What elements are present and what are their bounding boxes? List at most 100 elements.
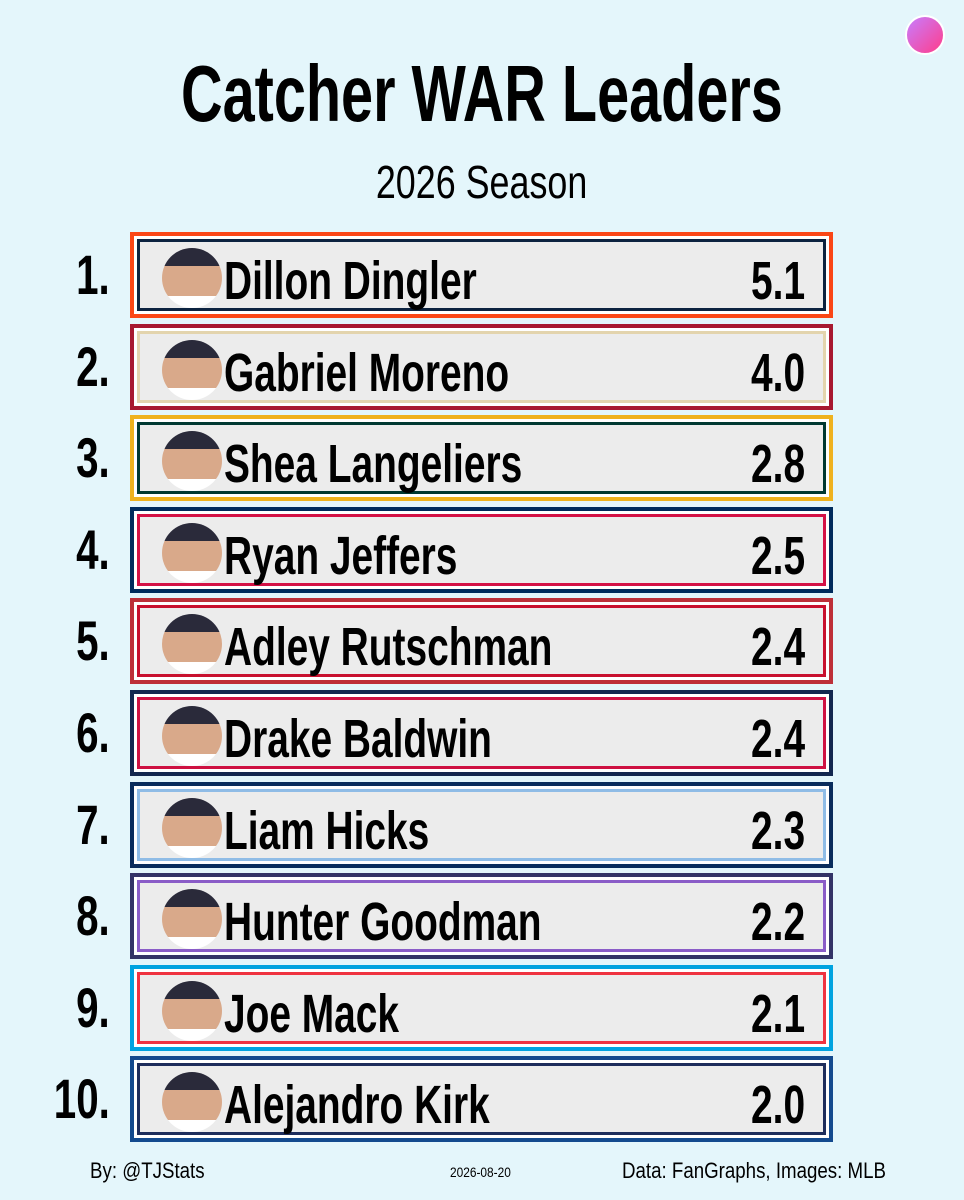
war-value-text: 2.1 [750, 983, 805, 1044]
war-value-text: 2.4 [750, 617, 805, 678]
row-inner: Hunter Goodman 2.2 [137, 880, 826, 953]
player-row: Shea Langeliers 2.8 [130, 415, 833, 502]
player-name-text: Adley Rutschman [224, 617, 553, 678]
rank: 2. [0, 334, 110, 399]
player-name-text: Gabriel Moreno [224, 342, 510, 403]
headshot [162, 431, 222, 492]
rank-text: 7. [76, 792, 110, 856]
headshot [162, 889, 222, 950]
player-name-text: Shea Langeliers [224, 434, 523, 495]
player-name: Shea Langeliers [224, 433, 638, 495]
war-value: 2.3 [730, 800, 805, 862]
headshot [162, 706, 222, 766]
date-text: 2026-08-20 [450, 1164, 511, 1180]
war-value: 2.4 [730, 708, 805, 770]
player-row: Drake Baldwin 2.4 [130, 690, 833, 776]
player-row: Adley Rutschman 2.4 [130, 598, 833, 685]
player-name: Alejandro Kirk [224, 1074, 593, 1136]
rank: 4. [0, 517, 110, 582]
rank-text: 1. [76, 243, 110, 306]
war-value: 5.1 [730, 250, 805, 312]
rank-text: 6. [76, 701, 110, 764]
row-inner: Ryan Jeffers 2.5 [137, 513, 826, 587]
war-value: 2.4 [730, 616, 805, 678]
player-name: Ryan Jeffers [224, 525, 548, 587]
rank-text: 9. [76, 975, 110, 1039]
row-inner: Liam Hicks 2.3 [137, 788, 826, 862]
brand-logo [905, 15, 945, 55]
rank-text: 4. [76, 517, 110, 581]
player-row: Dillon Dingler 5.1 [130, 232, 833, 318]
row-inner: Shea Langeliers 2.8 [137, 422, 826, 495]
row-inner: Joe Mack 2.1 [137, 971, 826, 1045]
player-name-text: Liam Hicks [224, 800, 430, 861]
headshot [162, 1072, 222, 1133]
subtitle-text: 2026 Season [376, 156, 588, 208]
war-value-text: 2.8 [750, 434, 805, 495]
player-row: Liam Hicks 2.3 [130, 781, 833, 868]
player-name-text: Drake Baldwin [224, 709, 492, 769]
rank: 3. [0, 425, 110, 490]
rank: 10. [0, 1066, 110, 1131]
player-name: Adley Rutschman [224, 616, 680, 678]
player-name: Joe Mack [224, 983, 467, 1045]
war-value-text: 2.3 [750, 800, 805, 861]
rank-text: 5. [76, 609, 110, 673]
player-name: Gabriel Moreno [224, 342, 620, 404]
rank-text: 8. [76, 884, 110, 948]
row-inner: Drake Baldwin 2.4 [137, 697, 826, 769]
player-row: Ryan Jeffers 2.5 [130, 506, 833, 593]
headshot [162, 339, 222, 400]
credit: By: @TJStats [90, 1158, 225, 1184]
war-value-text: 4.0 [750, 342, 805, 403]
player-name: Drake Baldwin [224, 708, 596, 770]
rank: 5. [0, 608, 110, 673]
rank: 8. [0, 883, 110, 948]
rank-text: 2. [76, 334, 110, 398]
row-inner: Adley Rutschman 2.4 [137, 605, 826, 678]
source: Data: FanGraphs, Images: MLB [622, 1158, 933, 1184]
rank: 7. [0, 792, 110, 857]
war-value-text: 2.4 [750, 709, 805, 769]
headshot [162, 980, 222, 1041]
rank-text: 3. [76, 426, 110, 490]
war-value: 2.8 [730, 433, 805, 495]
player-row: Hunter Goodman 2.2 [130, 873, 833, 960]
player-name: Hunter Goodman [224, 891, 665, 953]
player-name-text: Alejandro Kirk [224, 1075, 490, 1136]
player-name-text: Dillon Dingler [224, 251, 477, 311]
player-row: Alejandro Kirk 2.0 [130, 1056, 833, 1143]
row-inner: Alejandro Kirk 2.0 [137, 1063, 826, 1136]
war-value: 2.2 [730, 891, 805, 953]
rank: 6. [0, 700, 110, 765]
war-value-text: 2.5 [750, 525, 805, 586]
player-row: Gabriel Moreno 4.0 [130, 323, 833, 410]
headshot [162, 522, 222, 583]
rank-text: 10. [53, 1067, 110, 1131]
rank: 1. [0, 242, 110, 307]
player-row: Joe Mack 2.1 [130, 964, 833, 1051]
subtitle: 2026 Season [0, 155, 964, 209]
player-name: Dillon Dingler [224, 250, 575, 312]
headshot [162, 248, 222, 308]
row-inner: Gabriel Moreno 4.0 [137, 330, 826, 404]
player-name-text: Hunter Goodman [224, 892, 542, 953]
source-text: Data: FanGraphs, Images: MLB [622, 1158, 886, 1183]
war-value-text: 2.2 [750, 892, 805, 953]
row-inner: Dillon Dingler 5.1 [137, 239, 826, 311]
war-value: 2.0 [730, 1074, 805, 1136]
war-value: 2.5 [730, 525, 805, 587]
title-text: Catcher WAR Leaders [181, 49, 783, 138]
player-name-text: Joe Mack [224, 983, 400, 1044]
credit-text: By: @TJStats [90, 1158, 205, 1183]
war-value: 4.0 [730, 342, 805, 404]
title: Catcher WAR Leaders [0, 48, 964, 140]
player-name: Liam Hicks [224, 800, 509, 862]
war-value-text: 2.0 [750, 1075, 805, 1136]
headshot [162, 614, 222, 675]
date: 2026-08-20 [450, 1164, 522, 1180]
player-name-text: Ryan Jeffers [224, 525, 458, 586]
war-value-text: 5.1 [750, 251, 805, 311]
headshot [162, 797, 222, 858]
